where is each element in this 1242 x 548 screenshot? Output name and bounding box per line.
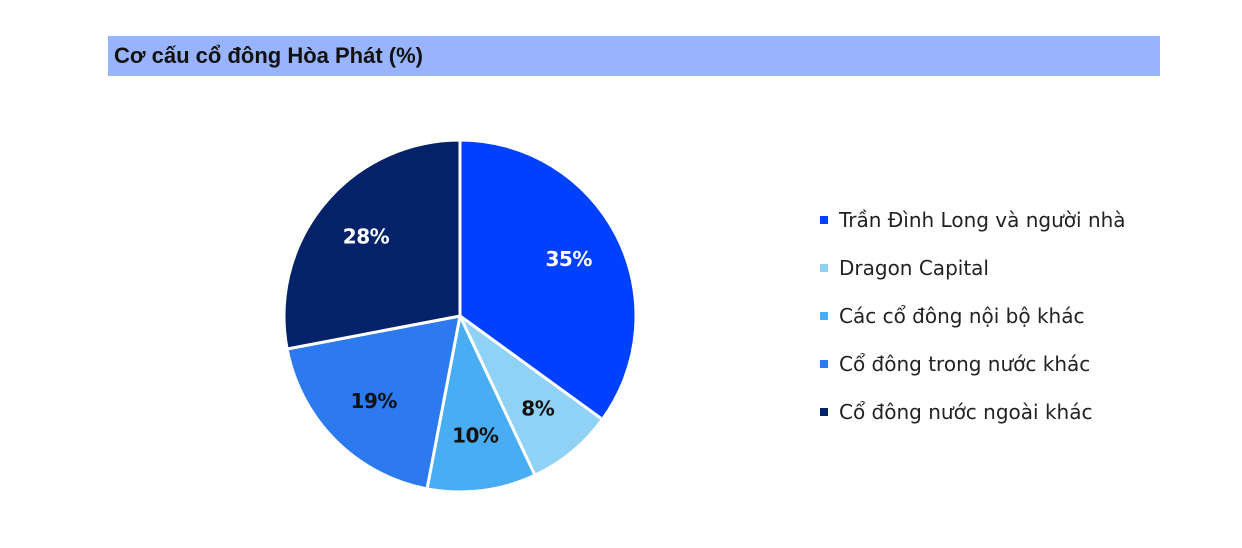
legend-label: Các cổ đông nội bộ khác (839, 304, 1085, 328)
pie-slice-label-1: 35% (546, 247, 593, 271)
pie-slice-label-2: 8% (521, 397, 554, 421)
pie-slice-2 (458, 314, 604, 477)
chart-title-bar: Cơ cấu cổ đông Hòa Phát (%) (108, 36, 1160, 76)
chart-legend: Trần Đình Long và người nhà Dragon Capita… (820, 196, 1126, 436)
legend-item-4: Cổ đông trong nước khác (820, 340, 1126, 388)
legend-label: Cổ đông nước ngoài khác (839, 400, 1093, 424)
legend-swatch (820, 216, 828, 224)
legend-swatch (820, 312, 828, 320)
pie-slice-1 (458, 138, 638, 421)
legend-item-2: Dragon Capital (820, 244, 1126, 292)
legend-swatch (820, 264, 828, 272)
legend-swatch (820, 360, 828, 368)
legend-label: Trần Đình Long và người nhà (839, 208, 1126, 232)
chart-title: Cơ cấu cổ đông Hòa Phát (%) (114, 43, 423, 68)
pie-slice-4 (285, 314, 462, 491)
legend-label: Dragon Capital (839, 256, 989, 280)
pie-slice-label-5: 28% (343, 225, 390, 249)
legend-item-1: Trần Đình Long và người nhà (820, 196, 1126, 244)
pie-slice-3 (425, 314, 537, 494)
legend-swatch (820, 408, 828, 416)
legend-label: Cổ đông trong nước khác (839, 352, 1091, 376)
pie-slice-label-4: 19% (351, 389, 398, 413)
pie-chart: 35% 8% 10% 19% 28% (282, 138, 638, 494)
legend-item-5: Cổ đông nước ngoài khác (820, 388, 1126, 436)
legend-item-3: Các cổ đông nội bộ khác (820, 292, 1126, 340)
pie-slice-5 (282, 138, 462, 351)
pie-slice-label-3: 10% (452, 424, 499, 448)
